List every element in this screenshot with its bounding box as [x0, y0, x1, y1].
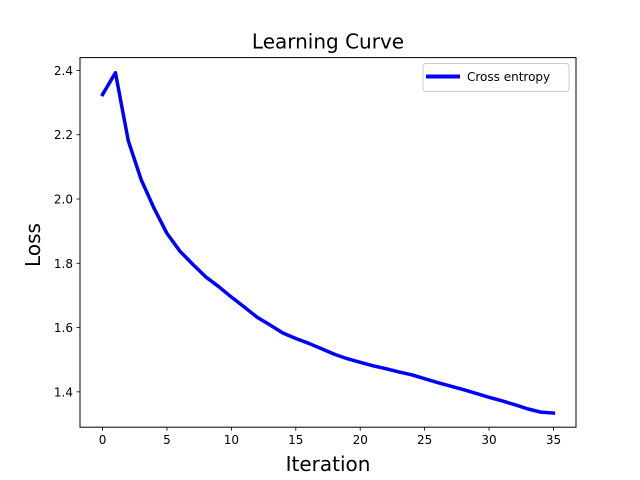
legend: Cross entropy — [422, 63, 570, 92]
data-point — [423, 377, 427, 381]
data-point — [165, 231, 169, 235]
data-point — [487, 395, 491, 399]
data-point — [268, 323, 272, 327]
y-axis-label: Loss — [21, 223, 45, 267]
data-point — [500, 399, 504, 403]
data-point — [551, 411, 555, 415]
x-tick-label: 10 — [224, 433, 239, 447]
x-tick-label: 25 — [417, 433, 432, 447]
y-tick-label: 1.8 — [54, 257, 73, 271]
data-point — [539, 410, 543, 414]
data-point — [113, 71, 117, 75]
x-tick-label: 20 — [353, 433, 368, 447]
data-point — [229, 295, 233, 299]
data-point — [397, 370, 401, 374]
data-point — [526, 407, 530, 411]
data-point — [204, 275, 208, 279]
data-point — [307, 341, 311, 345]
data-point — [281, 331, 285, 335]
data-point — [358, 360, 362, 364]
data-point — [255, 315, 259, 319]
series-group — [100, 70, 556, 415]
plot-frame — [79, 57, 577, 428]
data-point — [216, 284, 220, 288]
data-point — [191, 262, 195, 266]
y-tick-label: 1.4 — [54, 385, 73, 399]
data-point — [152, 206, 156, 210]
data-point — [436, 381, 440, 385]
x-tick-label: 5 — [163, 433, 171, 447]
x-tick-label: 15 — [288, 433, 303, 447]
series-line-cross-entropy — [100, 70, 556, 415]
data-point — [513, 403, 517, 407]
data-point — [242, 305, 246, 309]
y-axis-ticks: 1.4 1.6 1.8 2.0 2.2 2.4 — [54, 64, 80, 399]
x-axis-label: Iteration — [286, 452, 371, 476]
data-point — [139, 178, 143, 182]
x-tick-label: 30 — [481, 433, 496, 447]
y-tick-label: 2.2 — [54, 128, 73, 142]
data-point — [448, 384, 452, 388]
data-point — [410, 373, 414, 377]
x-tick-label: 35 — [546, 433, 561, 447]
plot-area — [80, 57, 576, 428]
data-point — [345, 357, 349, 361]
data-point — [178, 249, 182, 253]
data-point — [294, 336, 298, 340]
chart-title: Learning Curve — [252, 30, 404, 54]
data-point — [461, 388, 465, 392]
y-tick-label: 1.6 — [54, 321, 73, 335]
data-point — [320, 347, 324, 351]
y-tick-label: 2.0 — [54, 193, 73, 207]
data-point — [101, 93, 105, 97]
data-point — [474, 391, 478, 395]
y-tick-label: 2.4 — [54, 64, 73, 78]
data-point — [371, 364, 375, 368]
legend-box — [422, 63, 570, 92]
data-point — [384, 367, 388, 371]
data-point — [126, 139, 130, 143]
x-tick-label: 0 — [99, 433, 107, 447]
legend-label-cross-entropy: Cross entropy — [467, 70, 550, 84]
x-axis-ticks: 0 5 10 15 20 25 30 35 — [99, 427, 561, 447]
data-point — [332, 352, 336, 356]
